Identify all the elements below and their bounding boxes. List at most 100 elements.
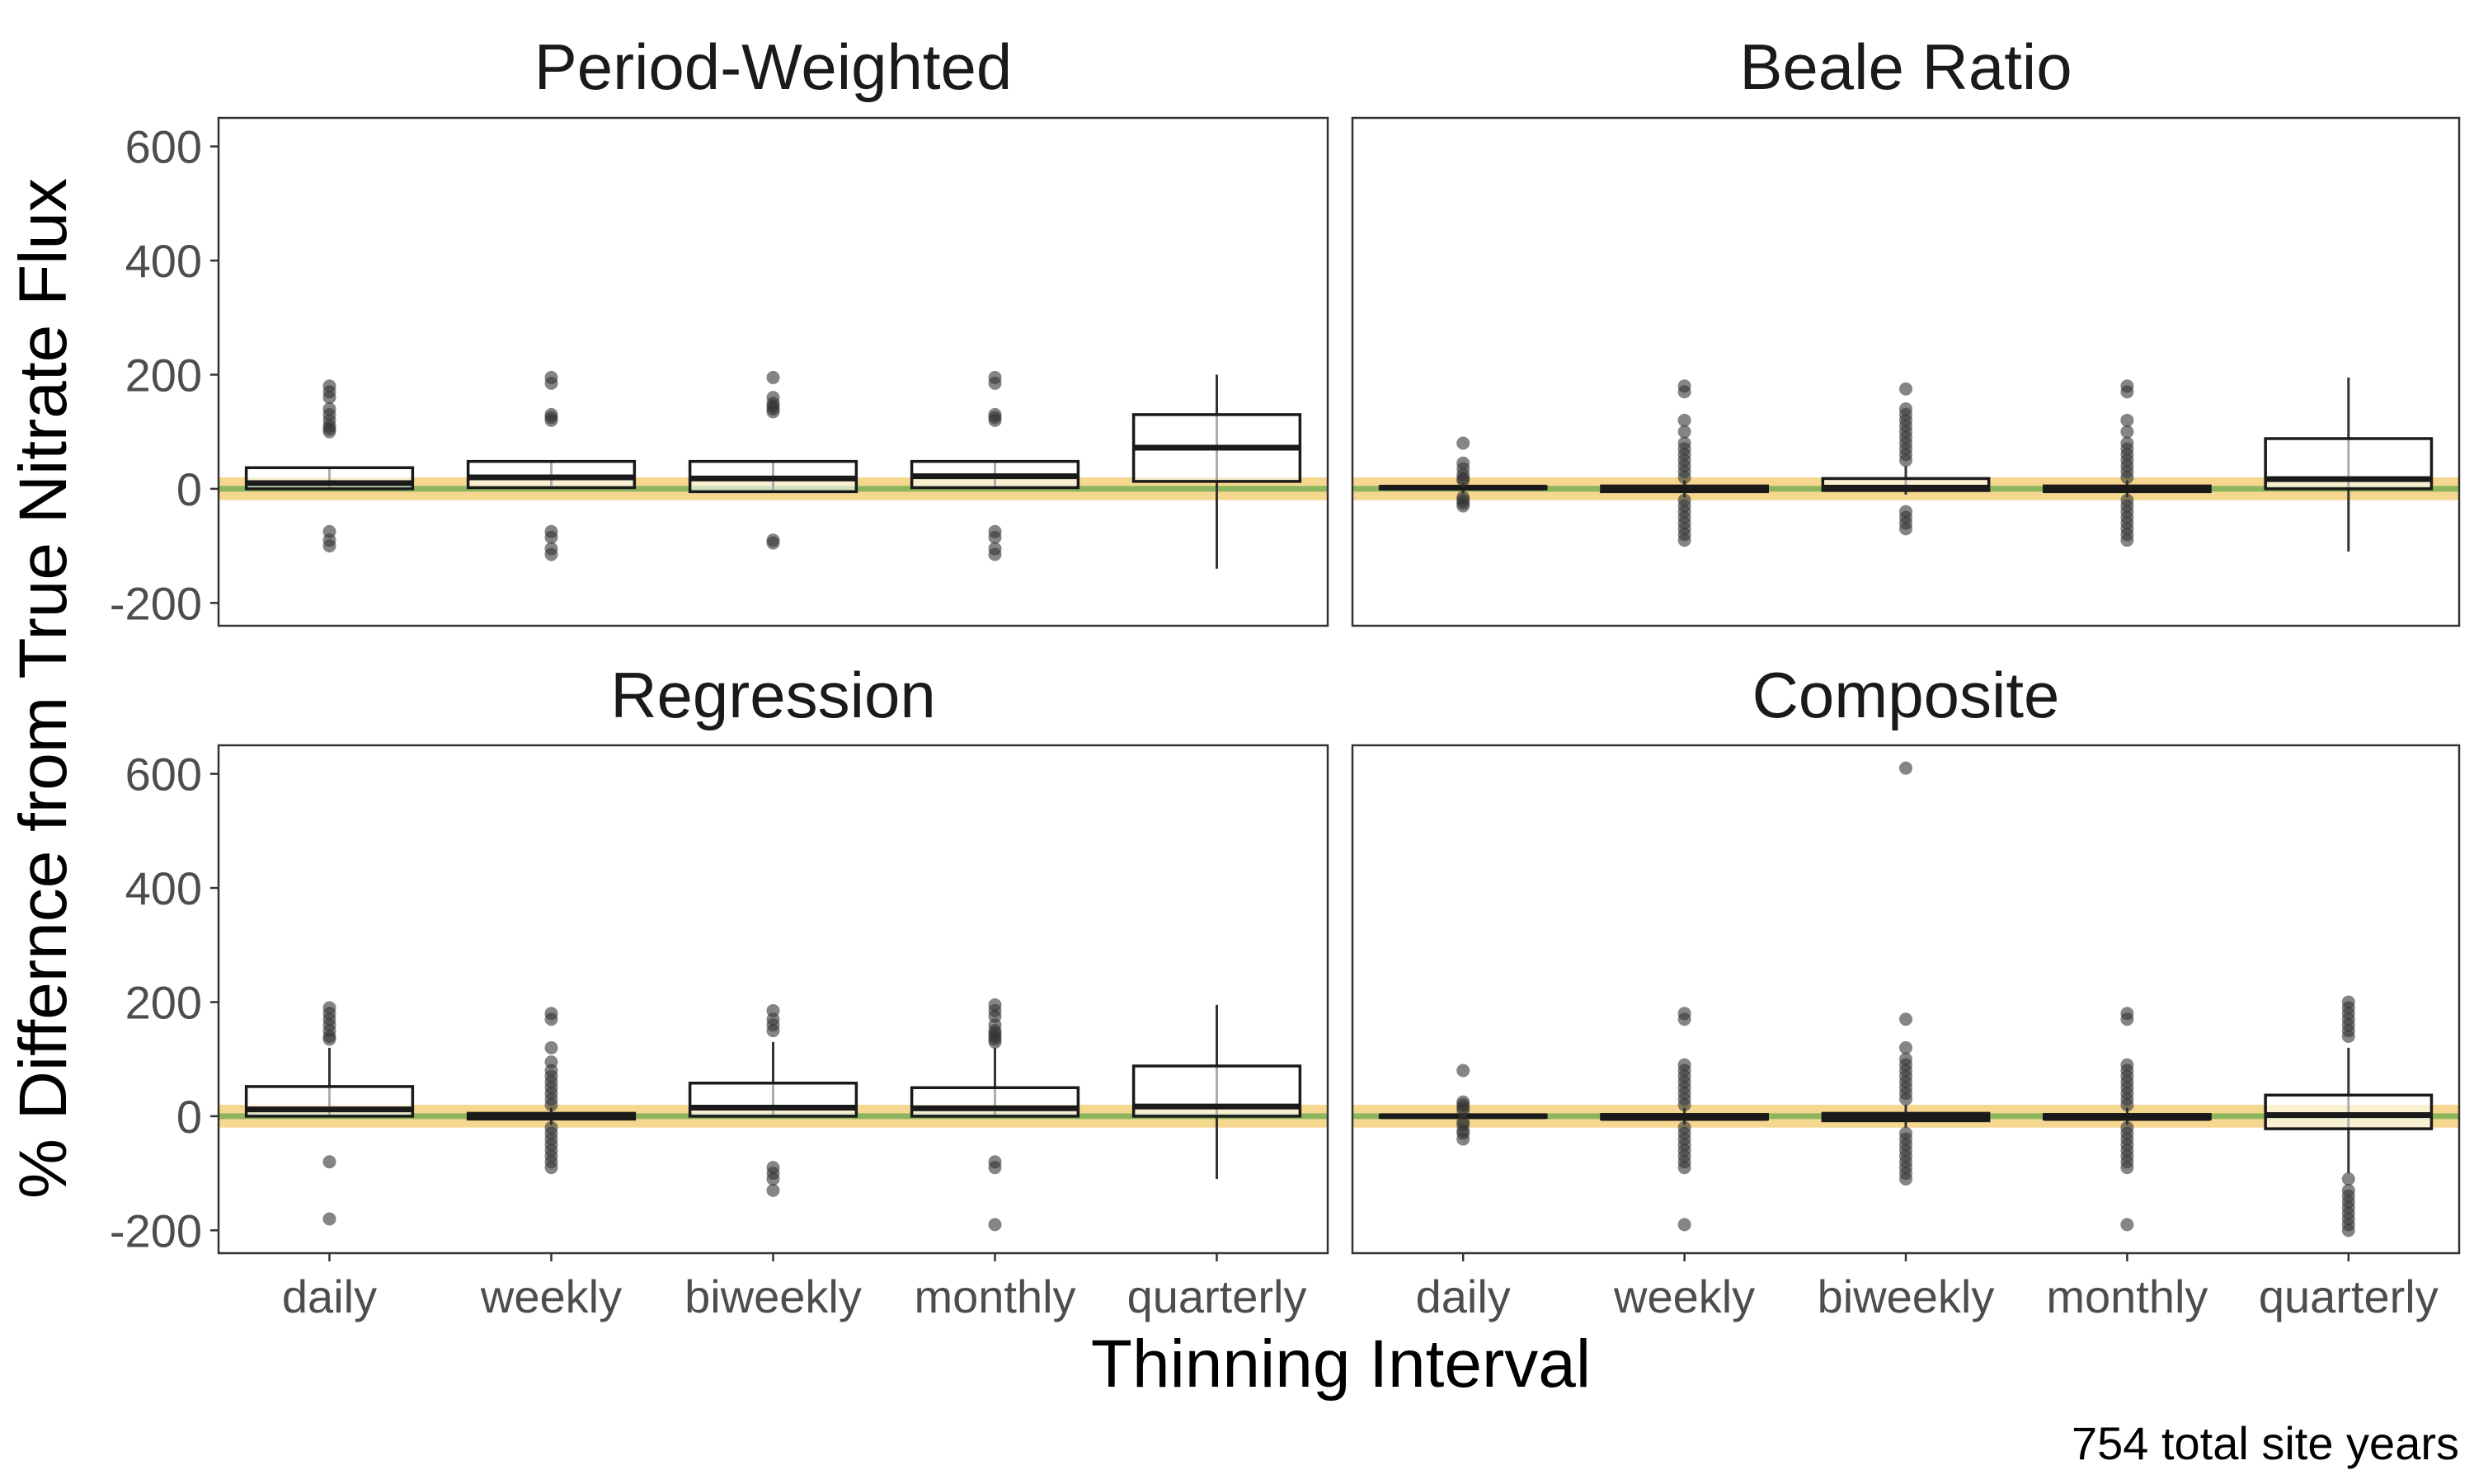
box-monthly [910, 998, 1080, 1232]
x-axis-title: Thinning Interval [1091, 1327, 1591, 1402]
panel-2: Beale Ratio [1351, 31, 2461, 627]
panel-title: Beale Ratio [1739, 31, 2072, 103]
outlier-point [1677, 1098, 1691, 1112]
outlier-point [2120, 385, 2134, 399]
outlier-point [988, 547, 1002, 561]
box-quarterly [1131, 1004, 1302, 1180]
outlier-point [2341, 1223, 2355, 1237]
box-biweekly [688, 370, 858, 550]
caption: 754 total site years [2072, 1417, 2459, 1469]
outlier-point [2120, 1012, 2134, 1026]
y-tick-label: 200 [125, 349, 202, 401]
outlier-point [322, 1212, 336, 1226]
outlier-point [322, 425, 336, 439]
outlier-point [766, 1172, 780, 1186]
outlier-point [1456, 1132, 1470, 1146]
y-tick-label: 600 [125, 121, 202, 173]
outlier-point [1456, 499, 1470, 513]
y-tick-label: 600 [125, 749, 202, 801]
panel-3: Regression -200 0 200 400 600 daily weekly biwee… [110, 659, 1329, 1322]
outlier-point [2120, 533, 2134, 547]
outlier-point [544, 413, 558, 427]
outlier-point [1677, 425, 1691, 439]
outlier-point [1677, 1218, 1691, 1232]
outlier-point [1677, 1012, 1691, 1026]
outlier-point [544, 530, 558, 544]
outlier-point [2120, 471, 2134, 485]
y-tick-label: 400 [125, 862, 202, 914]
outlier-point [988, 1161, 1002, 1175]
box-weekly [466, 1007, 637, 1175]
box-daily [244, 379, 415, 553]
box-daily [1378, 1064, 1548, 1146]
outlier-point [988, 1218, 1002, 1232]
x-tick-label: weekly [1613, 1270, 1755, 1322]
outlier-point [2120, 1098, 2134, 1112]
outlier-point [1899, 761, 1912, 775]
x-tick-label: weekly [480, 1270, 622, 1322]
outlier-point [766, 536, 780, 550]
x-tick-label: monthly [2046, 1270, 2208, 1322]
panel-title: Regression [610, 659, 936, 731]
outlier-point [1677, 385, 1691, 399]
outlier-point [544, 1098, 558, 1112]
box-weekly [1600, 379, 1769, 547]
outlier-point [2120, 1218, 2134, 1232]
outlier-point [1899, 1092, 1912, 1106]
y-tick-label: 400 [125, 235, 202, 287]
box-biweekly [688, 1003, 858, 1197]
box-quarterly [1131, 374, 1302, 569]
panel-title: Period-Weighted [534, 31, 1013, 103]
outlier-point [544, 376, 558, 390]
outlier-point [988, 376, 1002, 390]
x-tick-label: daily [282, 1270, 377, 1322]
box-monthly [2043, 1007, 2212, 1232]
outlier-point [1677, 471, 1691, 485]
outlier-point [544, 1161, 558, 1175]
y-tick-label: -200 [110, 577, 202, 629]
outlier-point [1899, 1172, 1912, 1186]
box-monthly [910, 370, 1080, 561]
box-body [910, 1086, 1080, 1118]
outlier-point [2341, 1172, 2355, 1186]
outlier-point [322, 539, 336, 553]
box-weekly [1600, 1007, 1769, 1232]
outlier-point [544, 547, 558, 561]
panel-border [217, 116, 1329, 627]
x-tick-label: daily [1416, 1270, 1511, 1322]
box-body [688, 1081, 858, 1118]
box-daily [1378, 436, 1548, 513]
outlier-point [988, 530, 1002, 544]
outlier-point [1677, 1161, 1691, 1175]
outlier-point [1456, 1064, 1470, 1078]
outlier-point [988, 413, 1002, 427]
y-tick-label: 0 [176, 1091, 202, 1143]
outlier-point [766, 1183, 780, 1197]
outlier-point [1456, 473, 1470, 487]
box-quarterly [2264, 995, 2434, 1237]
outlier-point [1899, 522, 1912, 536]
outlier-point [1677, 413, 1691, 427]
outlier-point [2120, 1161, 2134, 1175]
box-biweekly [1821, 761, 1991, 1186]
outlier-point [1456, 436, 1470, 450]
outlier-point [322, 391, 336, 405]
outlier-point [2341, 1029, 2355, 1043]
outlier-point [322, 1155, 336, 1169]
outlier-point [544, 1040, 558, 1054]
y-tick-label: 0 [176, 463, 202, 515]
y-tick-label: 200 [125, 976, 202, 1028]
outlier-point [1899, 453, 1912, 467]
x-tick-label: quarterly [1127, 1270, 1307, 1322]
outlier-point [1456, 1103, 1470, 1117]
box-daily [244, 1001, 415, 1226]
y-tick-label: -200 [110, 1205, 202, 1256]
y-axis-title: % Differnce from True Nitrate Flux [6, 178, 81, 1199]
x-tick-label: biweekly [684, 1270, 862, 1322]
outlier-point [766, 405, 780, 419]
box-weekly [466, 370, 637, 561]
outlier-point [2120, 413, 2134, 427]
facet-panels: Period-Weighted -200 0 200 400 600 Beale Ratio… [110, 31, 2461, 1322]
outlier-point [766, 1024, 780, 1038]
